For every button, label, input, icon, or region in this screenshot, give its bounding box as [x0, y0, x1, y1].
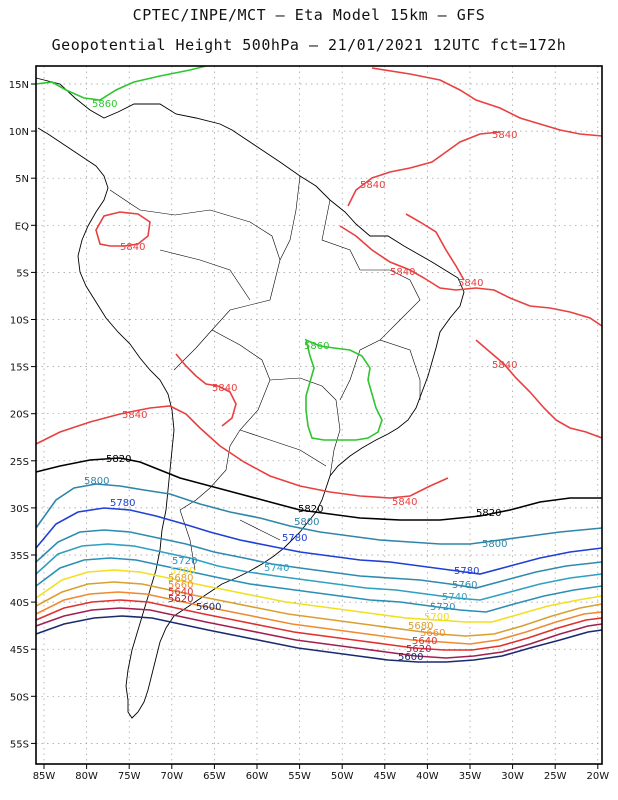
- lon-tick-label: 65W: [203, 771, 226, 782]
- contour-5860-north: [35, 65, 207, 101]
- lat-tick-label: 50S: [10, 692, 29, 703]
- lat-tick-label: 10S: [10, 316, 29, 327]
- map-subtitle: Geopotential Height 500hPa – 21/01/2021 …: [51, 36, 567, 54]
- contour-label-5800: 5800: [482, 539, 507, 550]
- contour-label-5640: 5640: [168, 587, 193, 598]
- contour-5840-andes: [175, 353, 237, 427]
- contour-label-5820: 5820: [106, 454, 131, 465]
- contour-label-5840: 5840: [458, 278, 483, 289]
- contour-5840-atlantic: [475, 339, 603, 439]
- contour-label-5800: 5800: [84, 476, 109, 487]
- lat-tick-label: 15N: [9, 80, 29, 91]
- contour-label-5760: 5760: [452, 580, 477, 591]
- lat-tick-label: 15S: [10, 363, 29, 374]
- contour-5760: [35, 529, 603, 589]
- contour-label-5680: 5680: [168, 573, 193, 584]
- contour-5740: [35, 543, 603, 601]
- contour-5720: [35, 557, 603, 613]
- contour-5840-south: [35, 405, 449, 499]
- contour-5840-amazon: [95, 211, 151, 247]
- lon-tick-label: 50W: [331, 771, 354, 782]
- contour-label-5700: 5700: [170, 566, 195, 577]
- contour-label-5860: 5860: [304, 341, 329, 352]
- contour-5660: [35, 591, 603, 645]
- map-title: CPTEC/INPE/MCT – Eta Model 15km – GFS: [132, 6, 486, 24]
- contour-label-5840: 5840: [392, 497, 417, 508]
- lat-tick-label: 20S: [10, 410, 29, 421]
- lon-tick-label: 25W: [544, 771, 567, 782]
- contour-label-5740: 5740: [442, 592, 467, 603]
- contour-label-5840: 5840: [492, 130, 517, 141]
- contour-label-5840: 5840: [360, 180, 385, 191]
- lon-tick-label: 55W: [288, 771, 311, 782]
- contour-5800: [35, 483, 603, 545]
- lon-tick-label: 45W: [373, 771, 396, 782]
- contour-label-5740: 5740: [264, 563, 289, 574]
- contour-label-5680: 5680: [408, 621, 433, 632]
- contour-label-5600: 5600: [196, 602, 221, 613]
- lon-tick-label: 75W: [118, 771, 141, 782]
- south-america-coastline: [35, 77, 465, 719]
- contour-5700: [35, 569, 603, 623]
- contour-label-5820: 5820: [298, 504, 323, 515]
- contour-5680: [35, 581, 603, 637]
- contour-5840-northeast: [339, 225, 603, 327]
- contour-label-5640: 5640: [412, 636, 437, 647]
- contour-label-5620: 5620: [406, 644, 431, 655]
- map-frame: [35, 65, 603, 765]
- contour-5600: [35, 615, 603, 663]
- contour-label-5860: 5860: [92, 99, 117, 110]
- contour-label-5720: 5720: [430, 602, 455, 613]
- lat-tick-label: 25S: [10, 457, 29, 468]
- lat-tick-label: 55S: [10, 739, 29, 750]
- land-outline: [35, 77, 465, 719]
- lat-tick-label: 30S: [10, 504, 29, 515]
- contour-5840-caribbean: [347, 131, 501, 207]
- contour-5820: [35, 457, 602, 521]
- contour-label-5660: 5660: [420, 628, 445, 639]
- contour-label-5840: 5840: [492, 360, 517, 371]
- contour-5780: [35, 507, 603, 575]
- lon-tick-label: 40W: [416, 771, 439, 782]
- contour-label-5600: 5600: [398, 652, 423, 663]
- contour-label-5720: 5720: [172, 556, 197, 567]
- lon-tick-label: 60W: [246, 771, 269, 782]
- contour-label-5800: 5800: [294, 517, 319, 528]
- contour-label-5700: 5700: [424, 612, 449, 623]
- lat-tick-label: 45S: [10, 645, 29, 656]
- contour-label-5840: 5840: [120, 242, 145, 253]
- contour-label-5660: 5660: [168, 580, 193, 591]
- lat-tick-label: EQ: [15, 221, 29, 232]
- lon-tick-label: 85W: [33, 771, 56, 782]
- contour-label-5840: 5840: [390, 267, 415, 278]
- lat-lon-grid: [36, 66, 602, 764]
- lon-tick-label: 70W: [160, 771, 183, 782]
- contour-label-5780: 5780: [110, 498, 135, 509]
- latitude-axis: 15N 10N 5N EQ 5S 10S 15S 20S 25S 30S 35S 40S 45S 50S 5…: [9, 80, 36, 750]
- lat-tick-label: 40S: [10, 598, 29, 609]
- lon-tick-label: 35W: [459, 771, 482, 782]
- lat-tick-label: 5S: [16, 268, 29, 279]
- lat-tick-label: 5N: [15, 174, 29, 185]
- lon-tick-label: 30W: [501, 771, 524, 782]
- lon-tick-label: 20W: [586, 771, 609, 782]
- contour-5860-brazil: [304, 338, 383, 441]
- lat-tick-label: 35S: [10, 551, 29, 562]
- contour-5620: [35, 607, 603, 659]
- lat-tick-label: 10N: [9, 127, 29, 138]
- contour-label-5820: 5820: [476, 508, 501, 519]
- contour-5840-north: [371, 67, 603, 137]
- contour-label-5840: 5840: [212, 383, 237, 394]
- contour-label-5780: 5780: [282, 533, 307, 544]
- contour-5840-coast: [405, 213, 465, 281]
- longitude-axis: 85W 80W 75W 70W 65W 60W 55W 50W 45W 40W 35W 30W 25W 2…: [33, 764, 609, 782]
- lon-tick-label: 80W: [75, 771, 98, 782]
- contour-label-5840: 5840: [122, 410, 147, 421]
- contour-5640: [35, 599, 603, 651]
- contour-label-5620: 5620: [168, 594, 193, 605]
- contour-label-5780: 5780: [454, 566, 479, 577]
- country-borders: [109, 175, 421, 571]
